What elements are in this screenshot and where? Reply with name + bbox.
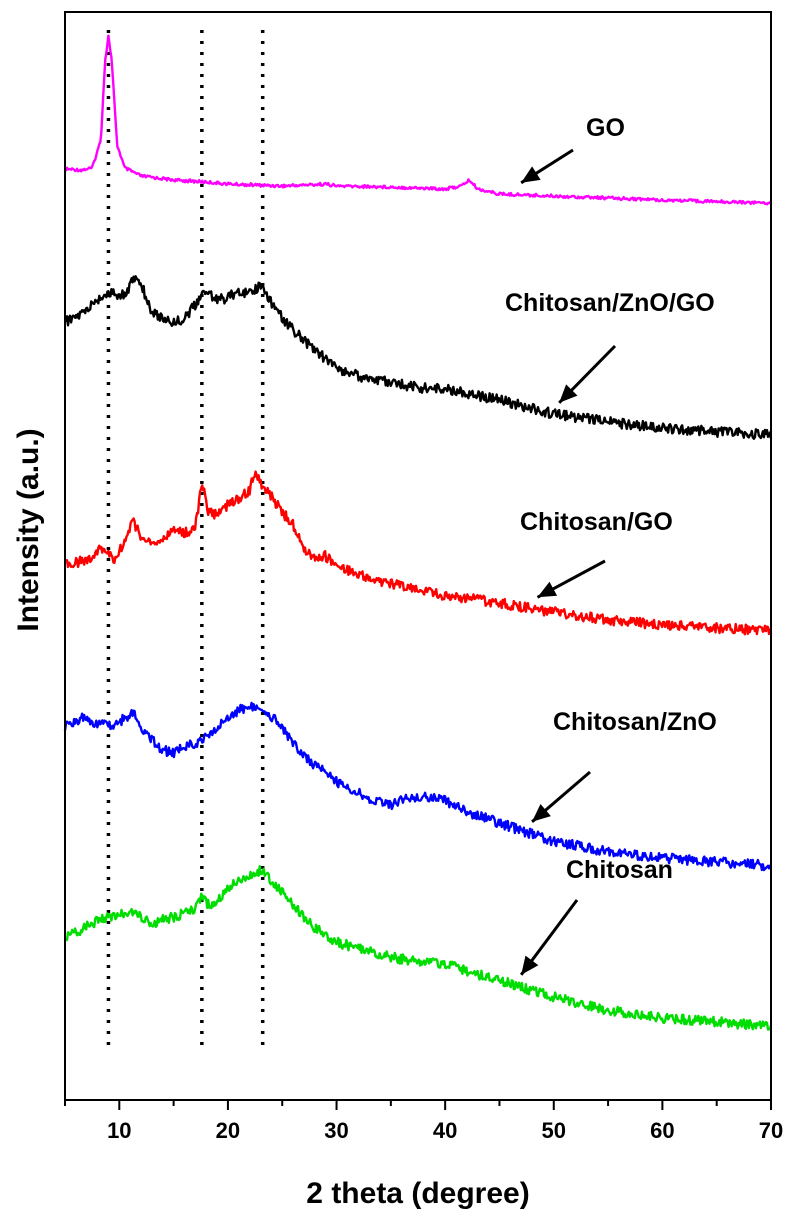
- series-lines: [63, 34, 773, 1031]
- series-label-chitosan-zno-go: Chitosan/ZnO/GO: [505, 289, 715, 317]
- arrow-head-chitosan-zno-go: [559, 384, 578, 403]
- x-tick-label: 70: [759, 1118, 783, 1143]
- series-label-chitosan: Chitosan: [566, 856, 673, 884]
- series-line-chitosan-zno-go: [64, 275, 773, 440]
- series-label-chitosan-zno: Chitosan/ZnO: [553, 708, 717, 736]
- series-label-go: GO: [586, 114, 625, 142]
- x-tick-label: 20: [216, 1118, 240, 1143]
- x-tick-label: 10: [107, 1118, 131, 1143]
- x-axis-title: 2 theta (degree): [306, 1177, 529, 1210]
- series-line-chitosan-zno: [63, 701, 772, 872]
- plot-frame: [64, 11, 772, 1101]
- x-tick-label: 60: [650, 1118, 674, 1143]
- x-tick-label: 40: [433, 1118, 457, 1143]
- y-axis-title: Intensity (a.u.): [12, 428, 45, 631]
- series-line-go: [63, 34, 773, 206]
- reference-lines: [106, 30, 265, 1050]
- arrow-head-chitosan-go: [537, 581, 558, 598]
- x-tick-label: 50: [542, 1118, 566, 1143]
- series-annotations: GO Chitosan/ZnO/GO Chitosan/GO Chitosan/ZnO…: [505, 114, 717, 976]
- x-axis: 10 20 30 40 50 60 70: [64, 1100, 783, 1143]
- arrow-head-chitosan-zno: [532, 804, 551, 822]
- arrow-head-chitosan: [521, 955, 539, 975]
- series-label-chitosan-go: Chitosan/GO: [520, 508, 673, 536]
- arrow-head-go: [521, 166, 541, 183]
- series-line-chitosan: [64, 865, 773, 1031]
- series-line-chitosan-go: [64, 470, 773, 636]
- x-tick-label: 30: [324, 1118, 348, 1143]
